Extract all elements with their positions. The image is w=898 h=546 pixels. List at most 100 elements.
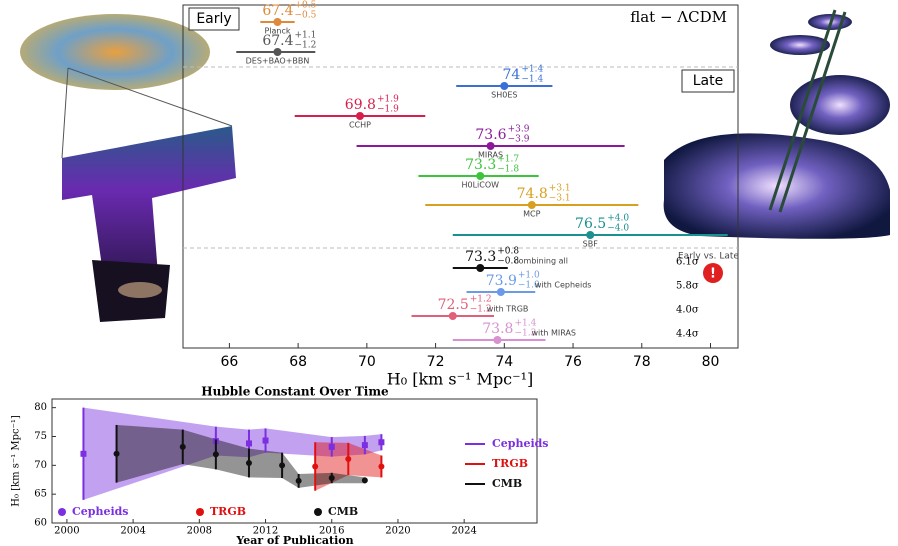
legend-label: Cepheids <box>72 505 129 518</box>
legend-label: Cepheids <box>492 437 549 450</box>
point <box>476 264 484 272</box>
row-label: with TRGB <box>487 305 529 314</box>
legend-marker <box>196 508 204 516</box>
x-tick-label: 2024 <box>451 526 476 537</box>
y-tick-label: 60 <box>34 518 47 529</box>
point <box>449 312 457 320</box>
x-axis-label: H₀ [km s⁻¹ Mpc⁻¹] <box>387 370 534 389</box>
plus-label: +3.9 <box>508 125 530 135</box>
value-label: 67.4 <box>262 33 293 49</box>
plus-label: +4.0 <box>607 214 629 224</box>
value-label: 76.5 <box>575 216 606 232</box>
plus-label: +1.7 <box>497 155 519 165</box>
value-label: 74 <box>502 67 520 83</box>
x-tick-label: 66 <box>220 354 238 370</box>
point <box>487 142 495 150</box>
minus-label: −1.9 <box>377 105 399 115</box>
x-tick-label: 80 <box>702 354 720 370</box>
point <box>312 463 318 469</box>
plus-label: +1.1 <box>295 31 317 41</box>
svg-text:!: ! <box>710 267 716 282</box>
row-label: DES+BAO+BBN <box>246 57 310 66</box>
point <box>114 451 120 457</box>
point <box>263 438 269 444</box>
legend-marker <box>314 508 322 516</box>
point <box>345 456 351 462</box>
point <box>497 288 505 296</box>
point <box>329 475 335 481</box>
x-tick-label: 72 <box>427 354 445 370</box>
row-label: with MIRAS <box>531 329 576 338</box>
x-tick-label: 74 <box>495 354 513 370</box>
value-label: 73.9 <box>486 273 517 289</box>
value-label: 73.3 <box>465 249 496 265</box>
minus-label: −3.1 <box>549 194 571 204</box>
x-tick-label: 70 <box>358 354 376 370</box>
point <box>500 82 508 90</box>
point <box>296 478 302 484</box>
value-label: 69.8 <box>345 97 376 113</box>
point <box>362 442 368 448</box>
point <box>362 477 368 483</box>
tension-label: 4.0σ <box>676 305 699 316</box>
row-label: with Cepheids <box>535 281 592 290</box>
plus-label: +3.1 <box>549 184 571 194</box>
x-tick-label: 76 <box>564 354 582 370</box>
legend-label: CMB <box>328 505 358 518</box>
plus-label: +1.4 <box>514 319 536 329</box>
minus-label: −0.5 <box>295 11 317 21</box>
y-axis-label: H₀ [km s⁻¹ Mpc⁻¹] <box>11 415 22 507</box>
point <box>586 231 594 239</box>
x-tick-label: 68 <box>289 354 307 370</box>
point <box>180 444 186 450</box>
plus-label: +1.4 <box>521 65 543 75</box>
legend-marker <box>58 508 66 516</box>
legend-label: TRGB <box>210 505 246 518</box>
legend-label: CMB <box>492 477 522 490</box>
point <box>213 451 219 457</box>
x-tick-label: 2008 <box>187 526 212 537</box>
minus-label: −4.0 <box>607 224 629 234</box>
point <box>274 48 282 56</box>
value-label: 72.5 <box>438 297 469 313</box>
chart-title: Hubble Constant Over Time <box>201 385 389 399</box>
point <box>274 18 282 26</box>
row-label: SH0ES <box>491 91 517 100</box>
value-label: 73.3 <box>465 157 496 173</box>
plus-label: +1.9 <box>377 95 399 105</box>
x-tick-label: 78 <box>633 354 651 370</box>
point <box>528 201 536 209</box>
x-tick-label: 2012 <box>253 526 278 537</box>
row-label: CCHP <box>349 121 371 130</box>
point <box>356 112 364 120</box>
tension-label: 6.1σ <box>676 257 699 268</box>
minus-label: −3.9 <box>508 135 530 145</box>
annotation: flat − ΛCDM <box>630 8 727 26</box>
plus-label: +1.2 <box>470 295 492 305</box>
point <box>378 439 384 445</box>
y-tick-label: 70 <box>34 460 47 471</box>
illustration-right <box>664 10 890 239</box>
point <box>493 336 501 344</box>
page: {"chart_data": [ {"type": "errorbar", "a… <box>0 0 898 546</box>
row-label: MCP <box>523 210 540 219</box>
plus-label: +1.0 <box>518 271 540 281</box>
point <box>329 444 335 450</box>
row-label: combining all <box>514 257 568 266</box>
minus-label: −1.8 <box>497 165 519 175</box>
point <box>378 463 384 469</box>
late-label: Late <box>693 73 723 89</box>
value-label: 73.8 <box>482 321 513 337</box>
minus-label: −1.2 <box>295 41 317 51</box>
point <box>246 440 252 446</box>
y-tick-label: 65 <box>34 489 47 500</box>
early-label: Early <box>196 11 231 27</box>
x-tick-label: 2004 <box>120 526 145 537</box>
plus-label: +0.5 <box>295 1 317 11</box>
minus-label: −1.4 <box>521 75 543 85</box>
x-tick-label: 2016 <box>319 526 344 537</box>
x-tick-label: 2020 <box>385 526 410 537</box>
figure: Early Late flat − ΛCDM Early vs. Late ! … <box>0 0 898 546</box>
y-tick-label: 80 <box>34 402 47 413</box>
row-label: H0LiCOW <box>461 181 499 190</box>
